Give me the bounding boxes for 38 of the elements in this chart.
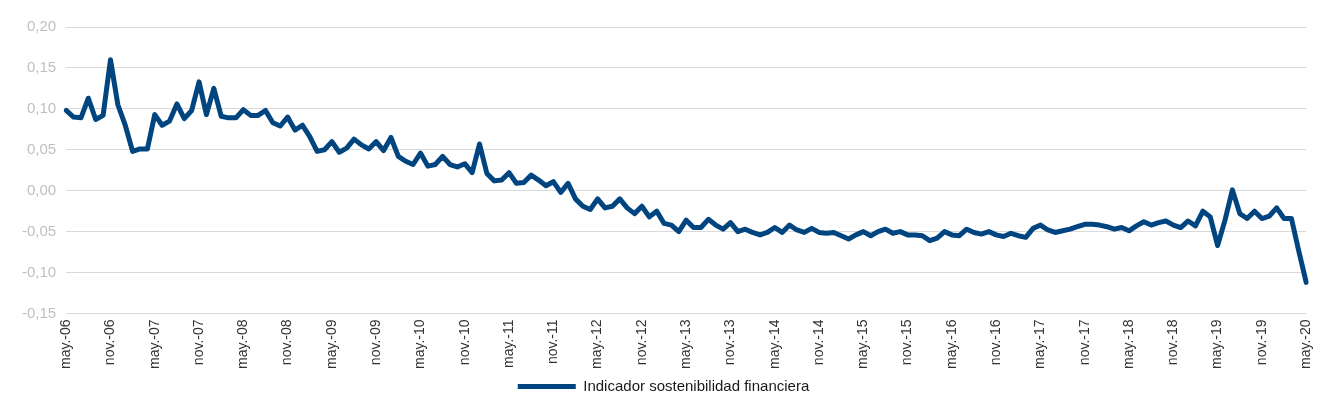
y-tick-label: -0,10 <box>21 262 57 280</box>
y-tick-label: -0,05 <box>21 221 57 239</box>
x-tick-label: may.-06 <box>57 319 74 370</box>
x-tick-label: nov.-17 <box>1075 319 1092 366</box>
y-tick-label: -0,15 <box>21 303 57 321</box>
x-tick-label: nov.-07 <box>189 319 206 366</box>
x-tick-label: may.-14 <box>765 319 782 370</box>
x-tick-label: nov.-18 <box>1164 319 1181 366</box>
x-tick-label: may.-10 <box>411 319 428 370</box>
y-tick-label: 0,15 <box>26 58 57 76</box>
y-tick-label: 0,05 <box>26 139 57 157</box>
x-tick-label: nov.-15 <box>898 319 915 366</box>
x-tick-label: nov.-16 <box>987 319 1004 366</box>
x-tick-label: nov.-11 <box>544 319 561 365</box>
y-tick-label: 0,00 <box>26 180 57 198</box>
x-tick-label: nov.-10 <box>455 319 472 366</box>
x-tick-label: may.-15 <box>854 319 871 370</box>
legend-label: Indicador sostenibilidad financiera <box>583 376 810 394</box>
x-tick-label: nov.-19 <box>1252 319 1269 366</box>
x-tick-label: nov.-08 <box>278 319 295 366</box>
x-tick-label: nov.-14 <box>809 319 826 366</box>
y-tick-label: 0,10 <box>26 98 57 116</box>
x-tick-label: may.-08 <box>234 319 251 370</box>
x-tick-label: may.-12 <box>588 319 605 370</box>
x-tick-label: may.-20 <box>1297 319 1314 370</box>
x-tick-label: may.-07 <box>145 319 162 370</box>
x-tick-label: may.-19 <box>1208 319 1225 370</box>
y-tick-label: 0,20 <box>26 17 57 35</box>
x-tick-label: may.-16 <box>942 319 959 370</box>
x-tick-label: may.-09 <box>322 319 339 370</box>
x-tick-label: may.-11 <box>499 319 516 368</box>
x-tick-label: nov.-06 <box>101 319 118 366</box>
x-tick-label: may.-13 <box>677 319 694 370</box>
x-tick-label: may.-18 <box>1119 319 1136 370</box>
x-tick-label: nov.-12 <box>632 319 649 366</box>
x-tick-label: nov.-13 <box>721 319 738 366</box>
x-tick-label: may.-17 <box>1031 319 1048 370</box>
x-tick-label: nov.-09 <box>367 319 384 366</box>
